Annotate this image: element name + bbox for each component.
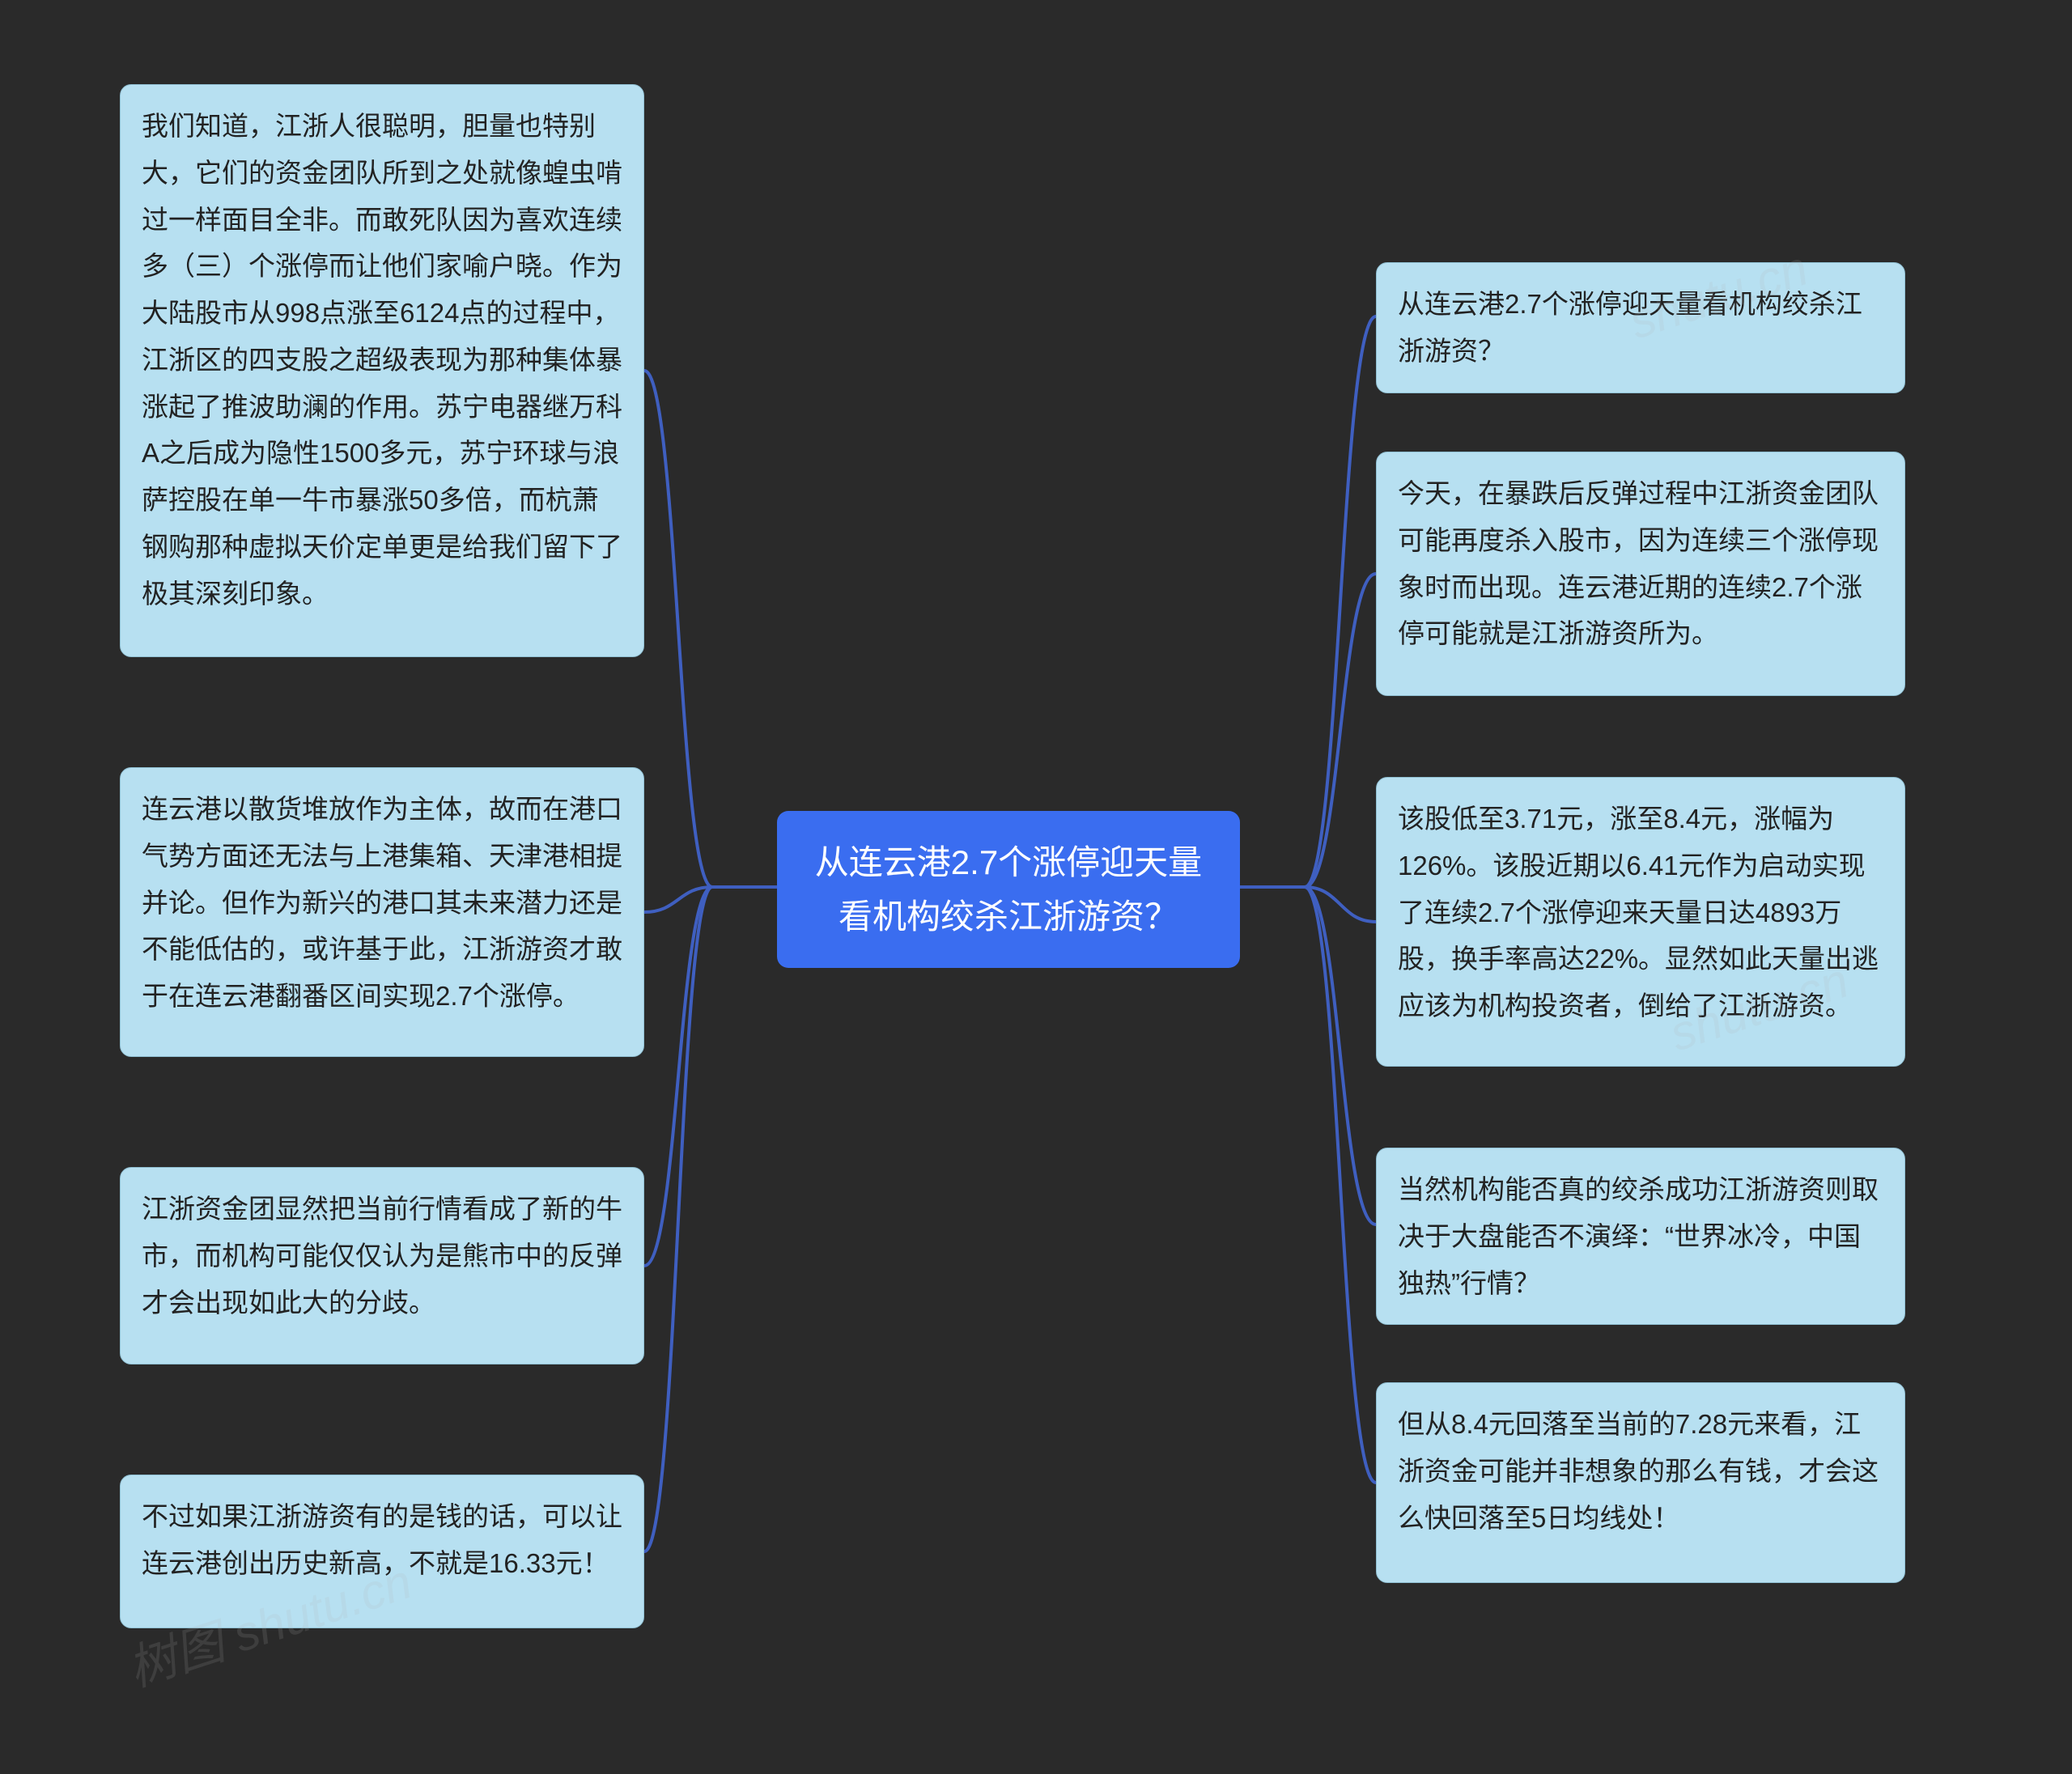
right-node-1[interactable]: 从连云港2.7个涨停迎天量看机构绞杀江浙游资？: [1376, 262, 1905, 393]
right-node-4[interactable]: 当然机构能否真的绞杀成功江浙游资则取决于大盘能否不演绎：“世界冰冷，中国独热”行…: [1376, 1148, 1905, 1325]
right-node-2[interactable]: 今天，在暴跌后反弹过程中江浙资金团队可能再度杀入股市，因为连续三个涨停现象时而出…: [1376, 452, 1905, 696]
center-node[interactable]: 从连云港2.7个涨停迎天量 看机构绞杀江浙游资？: [777, 811, 1240, 968]
right-node-5[interactable]: 但从8.4元回落至当前的7.28元来看，江浙资金可能并非想象的那么有钱，才会这么…: [1376, 1382, 1905, 1583]
left-node-2[interactable]: 连云港以散货堆放作为主体，故而在港口气势方面还无法与上港集箱、天津港相提并论。但…: [120, 767, 644, 1057]
left-node-3[interactable]: 江浙资金团显然把当前行情看成了新的牛市，而机构可能仅仅认为是熊市中的反弹才会出现…: [120, 1167, 644, 1364]
right-node-3[interactable]: 该股低至3.71元，涨至8.4元，涨幅为126%。该股近期以6.41元作为启动实…: [1376, 777, 1905, 1067]
left-node-4[interactable]: 不过如果江浙游资有的是钱的话，可以让连云港创出历史新高，不就是16.33元！: [120, 1475, 644, 1628]
left-node-1[interactable]: 我们知道，江浙人很聪明，胆量也特别大，它们的资金团队所到之处就像蝗虫啃过一样面目…: [120, 84, 644, 657]
mindmap-canvas: 从连云港2.7个涨停迎天量 看机构绞杀江浙游资？ 我们知道，江浙人很聪明，胆量也特…: [0, 0, 2072, 1774]
